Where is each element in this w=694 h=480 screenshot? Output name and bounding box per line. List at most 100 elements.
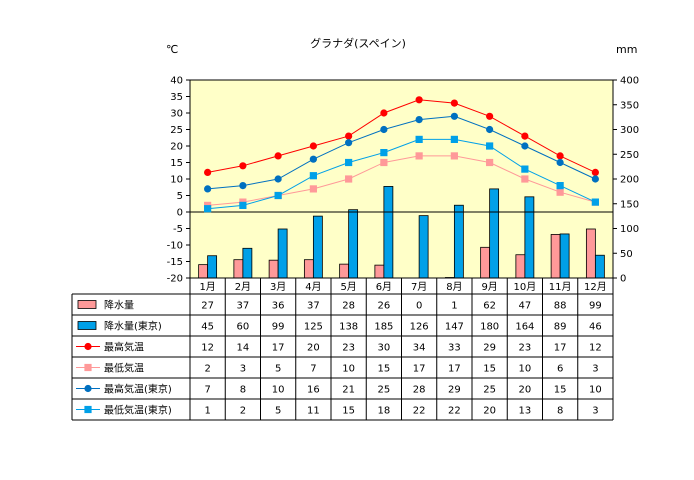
table-cell: 23 <box>342 343 355 354</box>
right-tick-label: 0 <box>620 274 626 285</box>
table-cell: 36 <box>272 301 285 312</box>
bar <box>418 215 429 279</box>
table-cell: 147 <box>445 322 464 333</box>
bar <box>453 204 464 279</box>
table-cell: 18 <box>378 406 391 417</box>
data-point <box>380 109 388 117</box>
left-tick-label: 15 <box>170 158 183 169</box>
table-cell: 30 <box>378 343 391 354</box>
data-point <box>345 132 353 140</box>
data-point <box>521 175 529 183</box>
series-line <box>207 99 596 173</box>
plot-area <box>190 80 613 278</box>
bar <box>268 259 279 279</box>
table-cell: 2 <box>240 406 246 417</box>
table-cell: 13 <box>519 406 532 417</box>
right-tick-label: 150 <box>620 199 639 210</box>
data-point <box>309 172 317 180</box>
data-point <box>274 152 282 160</box>
left-tick-label: -15 <box>167 257 183 268</box>
table-cell: 12 <box>589 343 602 354</box>
legend-entry: 最低気温 <box>104 362 144 375</box>
month-label: 11月 <box>549 281 572 293</box>
data-point <box>415 116 423 124</box>
table-cell: 17 <box>554 343 567 354</box>
table-cell: 20 <box>307 343 320 354</box>
bar <box>585 228 596 279</box>
table-cell: 23 <box>519 343 532 354</box>
bar <box>374 264 385 279</box>
data-point <box>204 185 212 193</box>
legend-entry: 最高気温 <box>104 341 144 354</box>
data-point <box>309 142 317 150</box>
right-tick-label: 50 <box>620 249 633 260</box>
table-cell: 185 <box>374 322 393 333</box>
left-tick-label: 10 <box>170 175 183 186</box>
table-cell: 126 <box>410 322 429 333</box>
legend-entry: 降水量(東京) <box>104 320 162 333</box>
left-tick-label: 25 <box>170 125 183 136</box>
table-cell: 138 <box>339 322 358 333</box>
data-point <box>556 188 564 196</box>
table-cell: 3 <box>592 406 598 417</box>
data-point <box>345 175 353 183</box>
data-point <box>380 149 388 157</box>
legend-key <box>77 300 97 309</box>
table-cell: 62 <box>483 301 496 312</box>
month-label: 8月 <box>446 281 462 293</box>
table-cell: 14 <box>237 343 250 354</box>
legend-key-marker <box>84 363 92 372</box>
bar <box>348 209 359 279</box>
right-axis-unit: mm <box>616 43 637 56</box>
table-cell: 15 <box>378 364 391 375</box>
table-cell: 1 <box>204 406 210 417</box>
table-cell: 5 <box>275 406 281 417</box>
series-line <box>207 138 596 210</box>
data-point <box>556 152 564 160</box>
table-cell: 37 <box>237 301 250 312</box>
left-axis-unit: ℃ <box>166 43 178 56</box>
table-cell: 125 <box>304 322 323 333</box>
table-cell: 29 <box>483 343 496 354</box>
table-cell: 10 <box>272 385 285 396</box>
table-cell: 28 <box>413 385 426 396</box>
month-label: 1月 <box>199 281 215 293</box>
series-line <box>207 155 596 206</box>
data-point <box>415 152 423 160</box>
table-cell: 5 <box>275 364 281 375</box>
data-point <box>521 165 529 173</box>
bar <box>277 228 288 279</box>
bar <box>198 264 209 279</box>
table-cell: 37 <box>307 301 320 312</box>
left-tick-label: 0 <box>177 208 183 219</box>
data-point <box>274 191 282 200</box>
data-point <box>239 182 247 190</box>
legend-key-marker <box>84 405 92 414</box>
table-cell: 34 <box>413 343 426 354</box>
table-cell: 46 <box>589 322 602 333</box>
table-cell: 33 <box>448 343 461 354</box>
data-point <box>591 175 599 183</box>
month-label: 9月 <box>481 281 497 293</box>
bar <box>550 234 561 279</box>
table-cell: 180 <box>480 322 499 333</box>
bar <box>524 196 535 279</box>
data-point <box>486 112 494 120</box>
bar <box>312 215 323 279</box>
legend-entry: 降水量 <box>104 299 134 312</box>
chart-title: グラナダ(スペイン) <box>310 36 406 50</box>
data-point <box>556 182 564 190</box>
data-point <box>415 135 423 143</box>
table-cell: 17 <box>272 343 285 354</box>
table-cell: 0 <box>416 301 422 312</box>
table-cell: 7 <box>204 385 210 396</box>
table-cell: 45 <box>201 322 214 333</box>
bar <box>489 188 500 279</box>
data-point <box>380 158 388 167</box>
data-point <box>556 158 564 167</box>
right-tick-label: 350 <box>620 100 639 111</box>
table-cell: 26 <box>378 301 391 312</box>
table-cell: 16 <box>307 385 320 396</box>
month-label: 2月 <box>235 281 251 293</box>
